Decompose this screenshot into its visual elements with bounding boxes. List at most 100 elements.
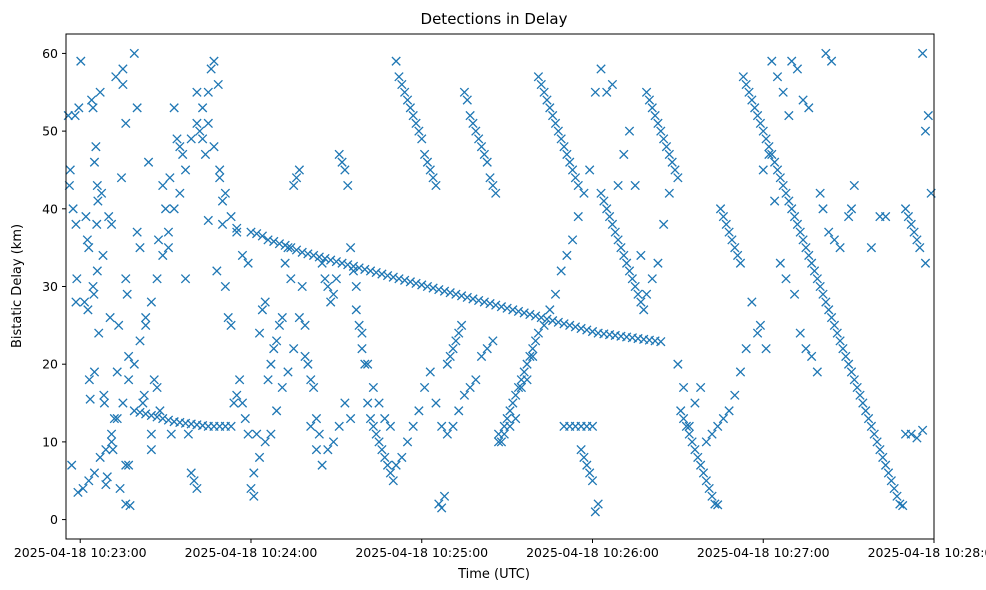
data-point [459,390,470,400]
data-point [141,409,151,419]
data-point [112,367,122,377]
data-point [456,320,467,331]
data-point [727,235,737,245]
data-point [798,95,808,105]
data-point [880,460,891,470]
data-point [99,390,109,400]
data-point [363,359,373,369]
data-point [610,227,620,237]
data-point [334,149,344,160]
y-tick-label: 10 [42,434,58,449]
data-point [784,196,794,206]
data-point [781,188,791,198]
data-point [639,305,649,315]
data-point [556,266,566,276]
data-point [903,211,914,222]
data-point [391,460,401,470]
data-point [112,413,122,424]
data-point [402,95,413,105]
data-point [471,375,481,385]
data-point [565,157,575,167]
data-point [596,64,606,74]
data-point [730,390,740,400]
data-point [661,141,672,152]
data-point [912,235,922,245]
data-point [795,227,805,237]
data-point [587,476,598,486]
data-point [249,468,259,478]
data-point [394,274,404,284]
data-point [240,413,250,424]
data-point [317,258,327,268]
data-point [909,227,919,237]
data-point [462,95,472,105]
data-point [226,421,236,432]
data-point [139,390,149,400]
data-point [98,250,108,261]
data-point [92,219,102,230]
data-point [664,188,674,198]
data-point [465,110,475,121]
data-point [846,367,857,377]
data-point [152,412,162,422]
data-point [843,211,854,222]
data-point [417,134,427,144]
data-point [493,437,504,447]
data-point [192,483,202,494]
data-point [621,258,632,268]
data-point [769,157,780,167]
data-point [849,375,859,385]
data-point [869,429,879,439]
data-point [163,242,174,253]
data-point [741,343,751,354]
data-point [175,188,185,198]
data-point [88,103,98,113]
data-point [96,188,107,198]
data-point [85,394,95,404]
data-point [71,297,81,307]
data-point [402,437,413,447]
data-point [63,110,73,121]
data-point [365,413,376,424]
data-point [354,320,364,331]
data-point [513,306,524,317]
x-axis: 2025-04-18 10:23:00 2025-04-18 10:24:00 20… [14,539,986,560]
data-point [792,219,803,230]
data-point [798,235,808,245]
data-point [923,110,933,121]
data-point [71,219,81,230]
data-point [448,343,458,354]
data-point [431,180,441,191]
data-point [92,180,102,191]
data-point [508,398,518,408]
data-point [695,460,706,470]
data-point [496,302,507,312]
data-point [866,242,877,253]
data-point [516,382,527,393]
data-point [343,180,353,191]
data-point [203,215,213,226]
data-point [436,421,447,432]
data-point [613,180,623,191]
data-point [584,165,595,175]
data-point [257,305,268,315]
data-point [505,421,515,432]
data-point [158,180,168,191]
data-point [414,126,424,136]
data-point [613,235,623,245]
data-point [602,204,612,214]
data-point [815,281,825,292]
data-point [747,297,757,307]
data-point [898,500,908,511]
data-point [419,382,430,393]
data-point [650,110,660,121]
data-point [78,483,88,494]
data-point [377,269,387,279]
data-point [400,275,410,285]
data-point [67,460,77,470]
data-point [149,375,159,385]
data-point [84,375,94,385]
data-point [476,141,487,152]
data-point [411,118,421,129]
data-point [320,274,330,284]
